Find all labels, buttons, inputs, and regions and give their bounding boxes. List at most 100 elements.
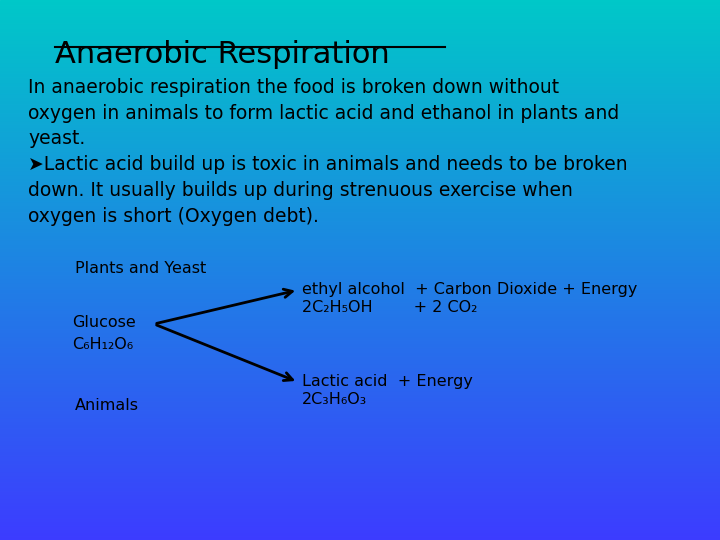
- Bar: [0, 446, 720, 448]
- Bar: [0, 214, 720, 216]
- Bar: [0, 212, 720, 214]
- Bar: [0, 171, 720, 173]
- Bar: [0, 293, 720, 295]
- Bar: [0, 199, 720, 201]
- Bar: [0, 70, 720, 72]
- Bar: [0, 530, 720, 533]
- Bar: [0, 194, 720, 196]
- Bar: [0, 120, 720, 123]
- Bar: [0, 368, 720, 371]
- Bar: [0, 377, 720, 380]
- Bar: [0, 303, 720, 306]
- Bar: [0, 370, 720, 373]
- Bar: [0, 12, 720, 15]
- Bar: [0, 435, 720, 437]
- Bar: [0, 253, 720, 255]
- Bar: [0, 410, 720, 412]
- Bar: [0, 190, 720, 193]
- Bar: [0, 60, 720, 63]
- Bar: [0, 480, 720, 482]
- Bar: [0, 491, 720, 493]
- Bar: [0, 511, 720, 513]
- Bar: [0, 6, 720, 9]
- Bar: [0, 503, 720, 506]
- Bar: [0, 93, 720, 96]
- Bar: [0, 316, 720, 319]
- Bar: [0, 156, 720, 158]
- Bar: [0, 168, 720, 171]
- Bar: [0, 144, 720, 146]
- Bar: [0, 66, 720, 69]
- Bar: [0, 438, 720, 441]
- Bar: [0, 529, 720, 531]
- Bar: [0, 37, 720, 39]
- Bar: [0, 311, 720, 313]
- Bar: [0, 77, 720, 79]
- Bar: [0, 276, 720, 279]
- Text: Plants and Yeast: Plants and Yeast: [75, 261, 206, 276]
- Bar: [0, 298, 720, 301]
- Bar: [0, 527, 720, 529]
- Bar: [0, 158, 720, 160]
- Bar: [0, 367, 720, 369]
- Bar: [0, 264, 720, 266]
- Text: In anaerobic respiration the food is broken down without
oxygen in animals to fo: In anaerobic respiration the food is bro…: [28, 78, 619, 148]
- Bar: [0, 226, 720, 228]
- Bar: [0, 75, 720, 77]
- Bar: [0, 5, 720, 7]
- Bar: [0, 426, 720, 428]
- Bar: [0, 152, 720, 155]
- Bar: [0, 322, 720, 324]
- Bar: [0, 82, 720, 85]
- Bar: [0, 217, 720, 220]
- Bar: [0, 84, 720, 86]
- Bar: [0, 257, 720, 259]
- Bar: [0, 221, 720, 223]
- Bar: [0, 188, 720, 191]
- Bar: [0, 100, 720, 103]
- Bar: [0, 269, 720, 272]
- Bar: [0, 538, 720, 540]
- Bar: [0, 68, 720, 70]
- Bar: [0, 19, 720, 22]
- Bar: [0, 473, 720, 475]
- Bar: [0, 485, 720, 488]
- Bar: [0, 431, 720, 434]
- Bar: [0, 222, 720, 225]
- Text: 2C₃H₆O₃: 2C₃H₆O₃: [302, 392, 367, 407]
- Bar: [0, 414, 720, 416]
- Bar: [0, 14, 720, 16]
- Bar: [0, 187, 720, 189]
- Bar: [0, 505, 720, 508]
- Bar: [0, 464, 720, 466]
- Bar: [0, 334, 720, 336]
- Bar: [0, 419, 720, 421]
- Bar: [0, 341, 720, 344]
- Bar: [0, 388, 720, 390]
- Bar: [0, 246, 720, 248]
- Bar: [0, 349, 720, 351]
- Bar: [0, 183, 720, 185]
- Bar: [0, 340, 720, 342]
- Bar: [0, 347, 720, 349]
- Bar: [0, 174, 720, 177]
- Bar: [0, 134, 720, 137]
- Bar: [0, 106, 720, 108]
- Bar: [0, 176, 720, 178]
- Text: Lactic acid  + Energy: Lactic acid + Energy: [302, 374, 473, 389]
- Bar: [0, 532, 720, 535]
- Bar: [0, 306, 720, 308]
- Bar: [0, 161, 720, 164]
- Bar: [0, 502, 720, 504]
- Bar: [0, 26, 720, 29]
- Bar: [0, 457, 720, 459]
- Bar: [0, 30, 720, 32]
- Bar: [0, 518, 720, 520]
- Bar: [0, 291, 720, 293]
- Bar: [0, 21, 720, 23]
- Bar: [0, 365, 720, 367]
- Bar: [0, 525, 720, 528]
- Bar: [0, 273, 720, 275]
- Bar: [0, 403, 720, 405]
- Bar: [0, 399, 720, 401]
